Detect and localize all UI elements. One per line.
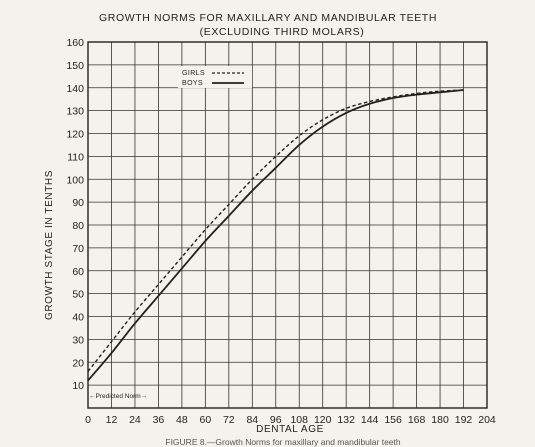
x-tick-label-2: 24 <box>129 414 141 426</box>
x-tick-label-7: 84 <box>246 414 258 426</box>
x-tick-label-14: 168 <box>408 414 426 426</box>
x-tick-label-9: 108 <box>290 414 308 426</box>
plot-frame <box>87 41 488 409</box>
x-tick-label-3: 36 <box>153 414 165 426</box>
y-tick-label-6: 70 <box>72 243 84 255</box>
legend-boys-label: BOYS <box>182 80 203 87</box>
x-tick-label-5: 60 <box>200 414 212 426</box>
chart-title: GROWTH NORMS FOR MAXILLARY AND MANDIBULA… <box>99 12 437 24</box>
x-tick-label-11: 132 <box>337 414 355 426</box>
x-tick-label-16: 192 <box>455 414 473 426</box>
y-tick-label-15: 160 <box>66 37 84 49</box>
x-tick-label-0: 0 <box>85 414 91 426</box>
y-tick-label-14: 150 <box>66 60 84 72</box>
y-tick-label-3: 40 <box>72 312 84 324</box>
x-tick-label-12: 144 <box>361 414 379 426</box>
chart-subtitle: (EXCLUDING THIRD MOLARS) <box>200 26 365 38</box>
x-axis-label: DENTAL AGE <box>256 424 324 435</box>
y-tick-label-7: 80 <box>72 220 84 232</box>
x-tick-label-6: 72 <box>223 414 235 426</box>
y-tick-label-9: 100 <box>66 174 84 186</box>
y-tick-label-13: 140 <box>66 83 84 95</box>
x-tick-label-10: 120 <box>314 414 332 426</box>
y-tick-label-0: 10 <box>72 380 84 392</box>
x-tick-label-4: 48 <box>176 414 188 426</box>
y-tick-label-4: 50 <box>72 289 84 301</box>
grid <box>87 41 488 409</box>
tick-labels: 0 12 24 36 48 60 72 84 96 108 120 132 144 156 168 180 19… <box>66 37 495 426</box>
y-tick-label-8: 90 <box>72 197 84 209</box>
x-tick-label-8: 96 <box>270 414 282 426</box>
series-line-girls <box>87 89 464 372</box>
series-line-boys <box>87 89 464 382</box>
figure-caption: FIGURE 8.—Growth Norms for maxillary and… <box>165 437 401 447</box>
y-tick-label-5: 60 <box>72 266 84 278</box>
y-tick-label-12: 130 <box>66 106 84 118</box>
x-tick-label-17: 204 <box>478 414 496 426</box>
y-tick-label-2: 30 <box>72 334 84 346</box>
series-lines <box>87 89 464 382</box>
x-tick-label-15: 180 <box>431 414 449 426</box>
predicted-norm-annotation: ←Predicted Norm→ <box>89 393 147 400</box>
y-tick-label-10: 110 <box>67 151 84 163</box>
y-tick-label-11: 120 <box>66 129 84 141</box>
legend-girls-label: GIRLS <box>182 70 205 77</box>
x-tick-label-1: 12 <box>106 414 118 426</box>
legend: GIRLS BOYS <box>178 66 252 88</box>
y-tick-label-1: 20 <box>72 357 84 369</box>
y-axis-label: GROWTH STAGE IN TENTHS <box>44 170 55 320</box>
x-tick-label-13: 156 <box>384 414 402 426</box>
